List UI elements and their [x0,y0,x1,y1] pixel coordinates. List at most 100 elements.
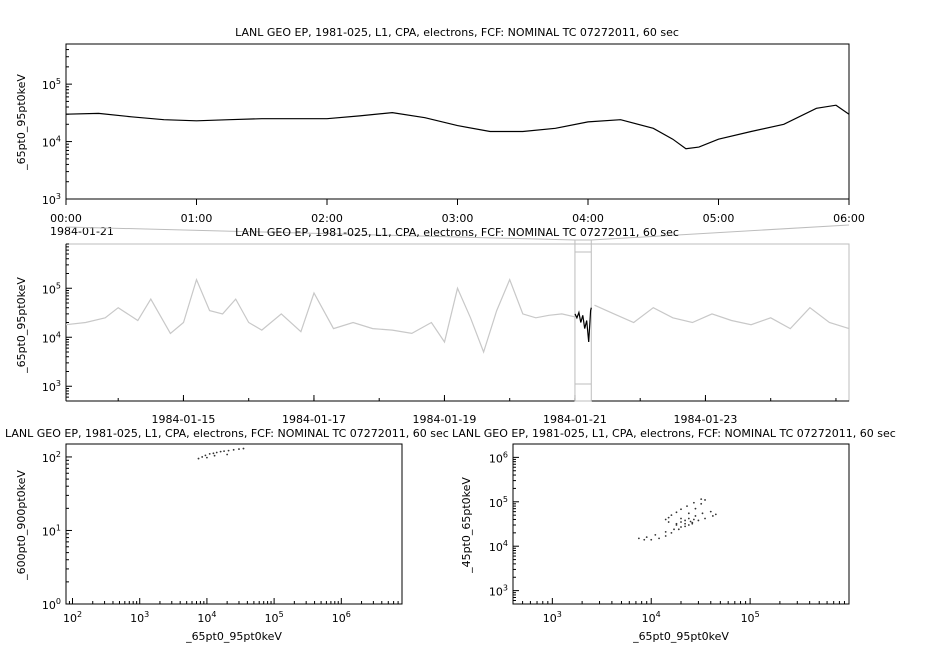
panel3-point [204,454,207,457]
panel4-point [684,522,686,525]
panel4-frame [512,443,850,605]
panel4-point [650,538,653,541]
panel4-point [670,514,673,517]
panel3-x-tick-label: 104 [197,610,216,625]
panel4-point [701,512,704,515]
panel2-series-selected [574,307,592,343]
panel4-y-tick-label: 103 [489,584,508,599]
panel4-point [687,512,690,515]
panel1-y-tick-label: 105 [42,77,61,92]
panel3-point [238,448,240,450]
panel1-frame [65,43,850,200]
panel4-x-tick-label: 105 [741,610,760,625]
panel3-point [232,448,235,451]
panel3-point [208,453,211,455]
panel4-point [684,525,686,528]
panel4-point [680,508,682,511]
panel4-point [664,530,667,533]
panel1-x-tick-label: 06:00 [833,212,865,225]
panel3-x-label: _65pt0_95pt0keV [185,630,282,643]
panel2-series-context [65,277,576,354]
panel3-y-tick-label: 100 [42,597,61,612]
panel1-x-tick-label: 05:00 [703,212,735,225]
panel3-point [215,451,218,454]
panel4-point [673,528,675,531]
panel4-point [687,524,690,526]
panel1-series-line [65,104,850,150]
panel4-point [687,517,690,520]
panel3-point [226,453,229,456]
panel2-x-tick-label: 1984-01-17 [282,413,346,426]
panel1-x-tick-label: 00:00 [50,212,82,225]
panel1-x-tick-label: 04:00 [572,212,604,225]
panel2-series-context-after [594,304,850,330]
panel2-x-tick-label: 1984-01-19 [412,413,476,426]
panel4-point [704,517,706,520]
panel4-point [686,505,688,507]
panel4-point [675,511,678,514]
panel3-point [197,457,200,460]
panel1-title: LANL GEO EP, 1981-025, L1, CPA, electron… [235,26,679,39]
panel4-point [684,519,686,522]
panel4-point [709,510,712,513]
panel4-point [680,526,682,528]
zoom-connector-left [65,226,575,241]
panel3-point [212,452,215,455]
panel4-point [664,535,667,537]
panel3-point [206,456,208,459]
panel2-x-tick-label: 1984-01-23 [673,413,737,426]
panel4-point [654,533,657,536]
panel2-x-tick-label: 1984-01-15 [151,413,215,426]
panel4-point [691,521,694,524]
panel4-point [692,518,695,521]
panel4-x-tick-label: 103 [543,610,562,625]
panel4-point [680,521,682,523]
panel4-point [689,520,692,523]
panel3-y-tick-label: 101 [42,523,61,538]
panel1-y-tick-label: 103 [42,192,61,207]
panel4-point [714,513,717,516]
panel2-y-tick-label: 104 [42,330,61,345]
panel3-x-tick-label: 102 [63,610,82,625]
panel4-point [667,521,670,523]
panel1-x-tick-label: 03:00 [442,212,474,225]
panel4-y-tick-label: 104 [489,539,508,554]
panel4-point [643,538,646,541]
panel3-x-tick-label: 106 [332,610,351,625]
panel4-point [692,501,695,504]
panel1-y-label: _65pt0_95pt0keV [15,74,28,171]
panel4-point [680,517,682,520]
panel4-x-label: _65pt0_95pt0keV [632,630,729,643]
panel2-highlight-box [574,239,592,402]
panel4-point [694,507,697,510]
panel4-x-tick-label: 104 [642,610,661,625]
panel2-x-tick-label: 1984-01-21 [543,413,607,426]
panel4-point [637,537,640,540]
panel4-point [704,499,706,501]
panel4-point [694,515,697,517]
panel3-frame [65,443,403,605]
panel2-title: LANL GEO EP, 1981-025, L1, CPA, electron… [235,226,679,239]
panel1-x-tick-label: 02:00 [311,212,343,225]
panel1-y-tick-label: 104 [42,135,61,150]
panel3-point [213,454,216,457]
panel3-point [223,450,225,453]
panel1-x-tick-label: 01:00 [181,212,213,225]
panel4-y-label: _45pt0_65pt0keV [460,477,473,574]
panel4-point [711,515,714,517]
panel4-point [677,528,680,531]
panel4-point [667,516,670,519]
panel4-point [700,502,703,505]
panel3-point [242,447,245,450]
panel3-y-label: _600pt0_900pt0keV [15,470,28,581]
zoom-connector-right [591,224,850,241]
panel3-point [227,449,230,452]
panel2-y-tick-label: 105 [42,281,61,296]
panel4-point [675,524,678,526]
panel4-point [700,498,703,500]
panel4-point [675,522,678,525]
panel4-y-tick-label: 106 [489,450,508,465]
panel3-x-tick-label: 105 [265,610,284,625]
panel4-point [664,518,667,521]
